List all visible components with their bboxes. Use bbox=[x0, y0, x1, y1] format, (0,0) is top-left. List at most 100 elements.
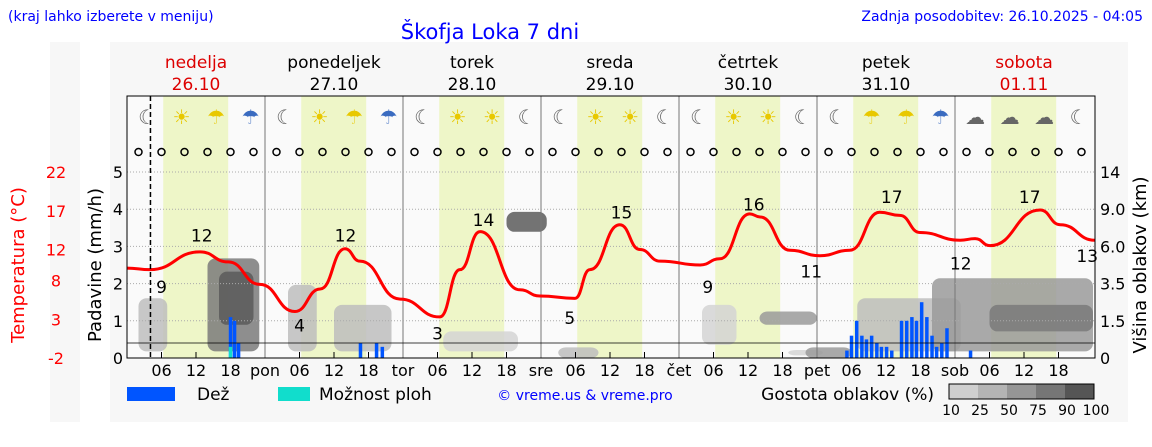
x-day-label: pon bbox=[250, 361, 280, 380]
wind-calm-icon bbox=[916, 147, 925, 157]
sun-cloud-rain-icon: ☂ bbox=[863, 105, 881, 129]
rain-bar bbox=[374, 343, 379, 358]
sun-cloud-icon: ☀ bbox=[621, 105, 639, 129]
cloud-patch bbox=[288, 284, 317, 352]
temp-label: 12 bbox=[191, 227, 213, 247]
wind-calm-icon bbox=[870, 147, 879, 157]
x-day-label: pet bbox=[804, 361, 830, 380]
legend: Dež Možnost ploh © vreme.us & vreme.pro … bbox=[127, 383, 1110, 419]
x-hour-label: 06 bbox=[703, 361, 723, 380]
cloud-patch bbox=[219, 271, 254, 325]
wind-calm-icon bbox=[1054, 147, 1063, 157]
density-label: 90 bbox=[1058, 403, 1076, 419]
density-swatch bbox=[949, 384, 978, 399]
density-swatch bbox=[1036, 384, 1065, 399]
x-hour-label: 12 bbox=[1014, 361, 1034, 380]
density-label: 100 bbox=[1083, 403, 1110, 419]
x-hour-label: 18 bbox=[496, 361, 516, 380]
x-hour-label: 18 bbox=[358, 361, 378, 380]
x-hour-label: 12 bbox=[738, 361, 758, 380]
x-hour-label: 06 bbox=[151, 361, 171, 380]
wind-calm-icon bbox=[893, 147, 902, 157]
wind-calm-icon bbox=[249, 147, 258, 157]
credit-link[interactable]: © vreme.us & vreme.pro bbox=[497, 388, 672, 404]
wind-calm-icon bbox=[479, 147, 488, 157]
rain-bar bbox=[914, 320, 919, 358]
precip-tick: 0 bbox=[113, 349, 123, 368]
rain-bar bbox=[232, 320, 237, 358]
moon-cloud-icon: ☾ bbox=[414, 105, 432, 129]
wind-calm-icon bbox=[134, 147, 143, 157]
page-title: Škofja Loka 7 dni bbox=[401, 19, 579, 44]
wind-calm-icon bbox=[962, 147, 971, 157]
cloud-height-tick: 1.5 bbox=[1100, 312, 1125, 331]
sun-cloud-icon: ☀ bbox=[311, 105, 329, 129]
precip-tick: 3 bbox=[113, 237, 123, 256]
wind-calm-icon bbox=[824, 147, 833, 157]
cloud-patch bbox=[702, 304, 737, 345]
temp-label: 5 bbox=[564, 309, 575, 329]
precip-tick: 4 bbox=[113, 200, 123, 219]
day-name: nedelja bbox=[165, 53, 227, 73]
density-label: 50 bbox=[1000, 403, 1018, 419]
wind-calm-icon bbox=[709, 147, 718, 157]
day-name: sreda bbox=[586, 53, 633, 73]
moon-cloud-icon: ☾ bbox=[518, 105, 536, 129]
showers-bar bbox=[228, 346, 233, 358]
legend-showers: Možnost ploh bbox=[319, 385, 432, 405]
menu-hint[interactable]: (kraj lahko izberete v meniju) bbox=[8, 9, 214, 25]
legend-rain: Dež bbox=[197, 385, 230, 405]
cloud-patch bbox=[759, 311, 817, 325]
sun-cloud-rain-icon: ☂ bbox=[897, 105, 915, 129]
temp-tick: 17 bbox=[46, 202, 66, 221]
precip-tick: 5 bbox=[113, 163, 123, 182]
precip-axis-label: Padavine (mm/h) bbox=[85, 188, 106, 342]
daylight-band bbox=[439, 96, 505, 358]
temp-tick: 3 bbox=[51, 310, 61, 329]
rain-bar bbox=[864, 339, 869, 358]
cloud-patch bbox=[506, 211, 547, 232]
wind-calm-icon bbox=[778, 147, 787, 157]
wind-calm-icon bbox=[617, 147, 626, 157]
temp-label: 16 bbox=[743, 196, 765, 216]
rain-bar bbox=[358, 343, 363, 358]
temp-label: 15 bbox=[611, 203, 633, 223]
cloud-patch bbox=[138, 298, 168, 352]
moon-cloud-icon: ☾ bbox=[828, 105, 846, 129]
wind-calm-icon bbox=[525, 147, 534, 157]
moon-cloud-icon: ☾ bbox=[552, 105, 570, 129]
sun-cloud-icon: ☀ bbox=[725, 105, 743, 129]
day-name: sobota bbox=[995, 53, 1053, 73]
x-hour-label: 18 bbox=[772, 361, 792, 380]
rain-bar bbox=[228, 317, 233, 358]
wind-calm-icon bbox=[502, 147, 511, 157]
wind-calm-icon bbox=[226, 147, 235, 157]
temp-label: 9 bbox=[702, 278, 713, 298]
precip-tick: 1 bbox=[113, 312, 123, 331]
last-update: Zadnja posodobitev: 26.10.2025 - 04:05 bbox=[861, 9, 1143, 25]
cloud-patch bbox=[805, 347, 852, 358]
temp-tick: -2 bbox=[48, 349, 64, 368]
x-hour-label: 06 bbox=[979, 361, 999, 380]
x-day-label: tor bbox=[392, 361, 415, 380]
rain-bar bbox=[845, 350, 849, 358]
wind-calm-icon bbox=[548, 147, 557, 157]
rain-bar bbox=[934, 346, 939, 358]
temp-tick: 12 bbox=[46, 241, 66, 260]
cloud-patch bbox=[558, 347, 599, 358]
moon-cloud-rain-icon: ☂ bbox=[932, 105, 950, 129]
x-day-label: sre bbox=[529, 361, 553, 380]
x-hour-label: 06 bbox=[565, 361, 585, 380]
temp-label: 17 bbox=[1019, 188, 1041, 208]
day-date: 28.10 bbox=[448, 75, 497, 95]
cloud-height-tick: 6.0 bbox=[1100, 237, 1125, 256]
wind-calm-icon bbox=[640, 147, 649, 157]
wind-calm-icon bbox=[203, 147, 212, 157]
temp-tick: 22 bbox=[46, 163, 66, 182]
cloud-height-tick: 0 bbox=[1100, 349, 1110, 368]
wind-calm-icon bbox=[847, 147, 856, 157]
x-hour-label: 12 bbox=[876, 361, 896, 380]
temp-axis-label: Temperatura (°C) bbox=[8, 187, 29, 344]
rain-bar bbox=[919, 302, 924, 358]
